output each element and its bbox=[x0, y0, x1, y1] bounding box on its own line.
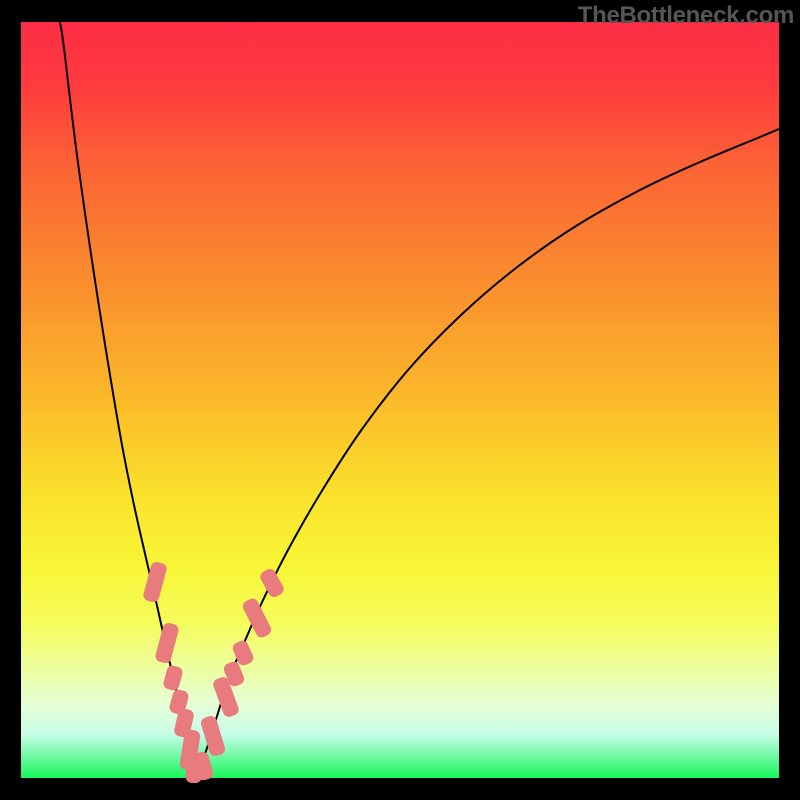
curve-marker bbox=[241, 597, 273, 640]
chart-container: TheBottleneck.com bbox=[0, 0, 800, 800]
watermark-text: TheBottleneck.com bbox=[578, 2, 794, 30]
curve-marker bbox=[154, 622, 180, 665]
curve-marker bbox=[142, 561, 168, 604]
curve-marker bbox=[162, 664, 184, 691]
curve-markers bbox=[0, 0, 800, 800]
curve-marker bbox=[258, 567, 286, 599]
curve-marker bbox=[200, 715, 227, 758]
